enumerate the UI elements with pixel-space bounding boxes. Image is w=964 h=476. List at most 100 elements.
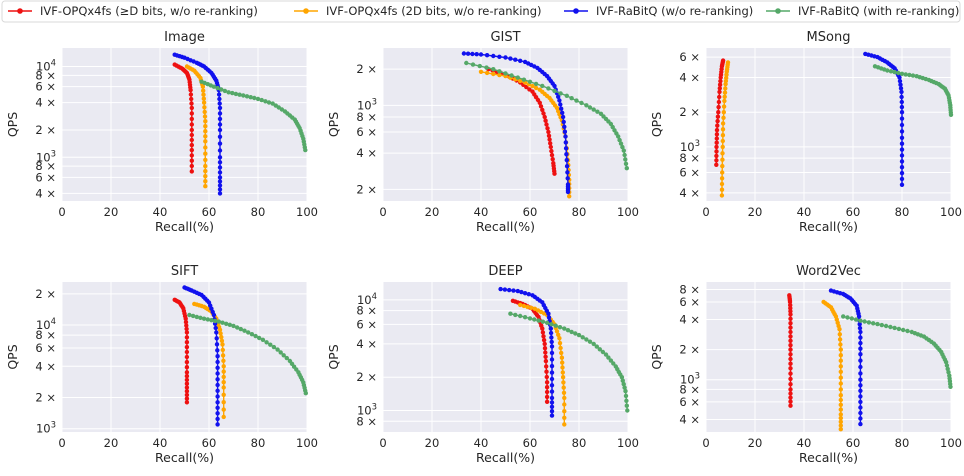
data-point [788,376,793,382]
data-point [249,332,255,337]
data-point [897,78,903,84]
x-tick-label: 100 [940,436,962,450]
data-point [558,102,563,107]
y-axis-label: QPS [5,112,20,137]
data-point [518,78,523,84]
data-point [212,318,218,324]
y-tick-label: 8 × [679,382,700,396]
x-tick-label: 80 [895,436,910,450]
data-point [716,104,721,110]
data-point [897,75,902,80]
data-point [838,415,843,421]
data-point [544,394,550,400]
data-point [838,387,843,392]
data-point [946,370,951,375]
data-point [217,327,223,332]
data-point [544,399,550,404]
data-point [217,127,223,133]
data-point [189,132,194,138]
data-point [542,346,548,351]
data-point [616,134,621,139]
data-point [716,110,721,115]
data-point [610,124,615,130]
data-point [564,157,569,163]
data-point [622,152,627,158]
data-point [788,387,793,392]
data-point [548,141,553,146]
data-point [201,88,206,93]
panel-background [62,282,307,432]
y-axis-label: QPS [326,344,341,369]
data-point [716,99,722,105]
data-point [838,342,843,347]
data-point [538,104,544,109]
data-point [188,87,193,93]
data-point [888,324,893,330]
data-point [549,339,554,345]
data-point [608,358,614,363]
data-point [525,304,530,310]
data-point [560,360,565,365]
y-tick-label: 2 × [679,343,700,357]
data-point [519,289,524,295]
data-point [948,112,954,118]
data-point [189,105,194,111]
data-point [838,358,843,363]
data-point [214,342,220,347]
data-point [549,376,555,382]
legend-label-2: IVF-RaBitQ (w/o re-ranking) [596,4,753,18]
data-point [788,347,793,352]
data-point [553,323,558,328]
data-point [719,187,725,192]
data-point [788,366,793,371]
x-tick-label: 80 [572,436,587,450]
data-point [788,325,793,330]
data-point [217,105,223,111]
data-point [189,158,194,163]
data-point [216,319,221,324]
data-point [943,359,949,365]
data-point [549,148,554,154]
data-point [544,122,549,127]
data-point [562,415,567,420]
x-axis-label: Recall(%) [799,450,858,465]
data-point [546,311,551,316]
data-point [544,320,550,325]
data-point [858,340,863,346]
data-point [899,135,905,140]
data-point [617,137,622,143]
data-point [600,349,606,355]
data-point [465,51,471,56]
data-point [888,69,894,74]
data-point [546,129,551,135]
data-point [503,71,508,76]
data-point [595,109,600,114]
legend-label-0: IVF-OPQx4fs (≥D bits, w/o re-ranking) [40,4,258,18]
data-point [715,114,721,119]
data-point [260,337,266,342]
panel-title: DEEP [488,264,522,279]
data-point [618,141,624,146]
data-point [530,83,535,89]
data-point [565,328,571,333]
data-point [215,377,220,382]
data-point [838,347,843,352]
data-point [597,347,602,352]
data-point [721,110,726,115]
data-point [562,326,567,331]
data-point [903,72,908,77]
data-point [838,427,843,432]
data-point [491,71,496,77]
data-point [201,92,206,97]
data-point [838,381,843,386]
data-point [184,359,190,365]
data-point [231,323,236,329]
y-tick-label: 8 × [35,68,56,82]
data-point [584,103,589,108]
data-point [508,311,513,316]
data-point [184,385,190,390]
panel-background [383,282,628,432]
y-tick-label: 4 × [679,70,700,84]
